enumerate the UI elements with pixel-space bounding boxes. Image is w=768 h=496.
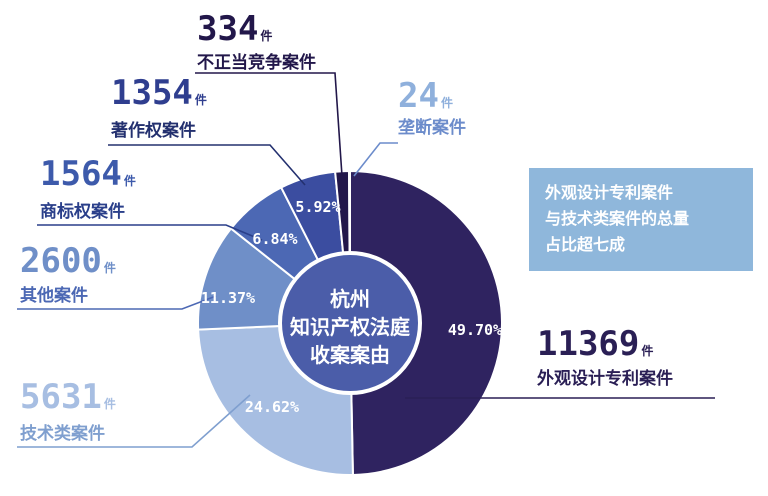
donut-slices — [197, 169, 503, 476]
summary-note-box: 外观设计专利案件 与技术类案件的总量 占比超七成 — [529, 168, 753, 271]
callout-count-0: 11369 件 — [537, 324, 653, 364]
callout-count-4: 1354 件 — [111, 73, 207, 113]
callout-count-1: 5631 件 — [20, 377, 116, 417]
summary-note-line-2: 与技术类案件的总量 — [545, 209, 690, 228]
callout-count-3: 1564 件 — [40, 154, 136, 194]
callout-count-2: 2600 件 — [20, 241, 116, 281]
callout-percent-6: 0.10% — [398, 144, 443, 162]
donut-slice-6 — [348, 169, 351, 255]
callout-category-3: 商标权案件 — [40, 201, 125, 222]
leader-line-4 — [108, 144, 306, 186]
callout-category-1: 技术类案件 — [20, 423, 105, 444]
callout-category-2: 其他案件 — [20, 285, 88, 306]
center-label-line-1: 杭州 — [330, 287, 370, 311]
callout-count-5: 334 件 — [197, 9, 272, 49]
center-label-line-2: 知识产权法庭 — [290, 315, 410, 339]
percent-label-3: 6.84% — [252, 230, 297, 248]
leader-line-1 — [17, 394, 251, 448]
callout-percent-5: 1.46% — [272, 77, 317, 95]
percent-label-0: 49.70% — [448, 321, 502, 339]
percent-label-2: 11.37% — [201, 289, 255, 307]
percent-label-1: 24.62% — [245, 398, 299, 416]
callout-category-5: 不正当竞争案件 — [197, 52, 316, 73]
center-circle — [278, 251, 422, 395]
callout-category-6: 垄断案件 — [398, 117, 466, 138]
leader-line-5 — [195, 72, 343, 177]
summary-note-line-3: 占比超七成 — [545, 235, 626, 254]
leader-line-3 — [37, 224, 263, 241]
percent-labels: 49.70% 24.62% 11.37% 6.84% 5.92% — [201, 198, 502, 416]
leader-line-6 — [353, 142, 398, 177]
center-label-line-3: 收案案由 — [310, 343, 390, 367]
callout-category-4: 著作权案件 — [111, 120, 196, 141]
callout-count-6: 24 件 — [398, 76, 453, 116]
percent-label-4: 5.92% — [295, 198, 340, 216]
leader-lines — [17, 72, 715, 448]
callout-category-0: 外观设计专利案件 — [537, 368, 673, 389]
summary-note-line-1: 外观设计专利案件 — [545, 183, 674, 202]
leader-line-2 — [17, 295, 217, 310]
